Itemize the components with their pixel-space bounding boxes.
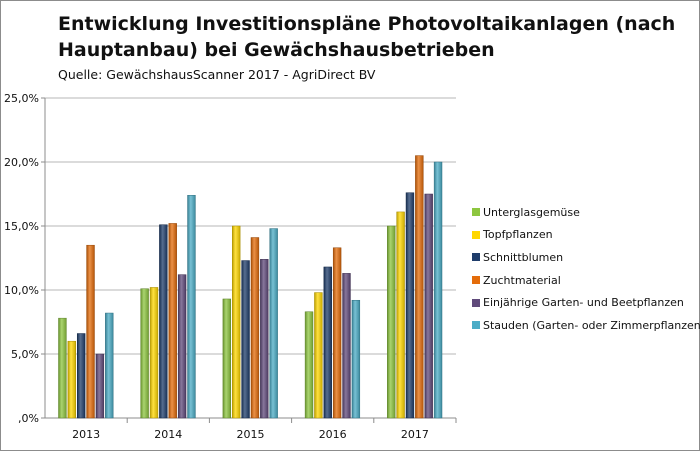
legend-label: Topfpflanzen <box>483 228 553 242</box>
bar <box>314 292 323 419</box>
bar <box>95 353 105 419</box>
chart-title: Entwicklung Investitionspläne Photovolta… <box>58 13 676 61</box>
bar <box>140 288 149 419</box>
bar <box>187 195 196 419</box>
bar <box>424 193 433 419</box>
x-tick-label: 2014 <box>154 428 182 441</box>
legend-label: Einjährige Garten- und Beetpflanzen <box>483 296 684 310</box>
legend-item: Zuchtmaterial <box>472 269 697 292</box>
bar <box>76 333 86 419</box>
y-tick-label: ,0% <box>18 412 39 425</box>
legend-item: Einjährige Garten- und Beetpflanzen <box>472 291 697 314</box>
y-tick-label: 10,0% <box>4 284 39 297</box>
bar <box>177 274 187 419</box>
chart-legend: Unterglasgemüse Topfpflanzen Schnittblumen… <box>472 201 700 337</box>
bar <box>433 161 443 419</box>
legend-item: Unterglasgemüse <box>472 201 697 224</box>
bar <box>241 260 250 419</box>
bar <box>396 211 405 419</box>
bar <box>387 225 396 419</box>
bar <box>405 192 415 419</box>
x-axis: 2013 2014 2015 2016 2017 <box>45 417 457 441</box>
bar <box>304 311 314 419</box>
legend-label: Stauden (Garten- oder Zimmerpflanzen) <box>483 318 700 332</box>
bar <box>332 247 342 419</box>
y-axis: ,0% 5,0% 10,0% 15,0% 20,0% 25,0% <box>4 92 46 425</box>
legend-label: Zuchtmaterial <box>483 273 561 287</box>
bar <box>168 223 177 419</box>
y-tick-label: 5,0% <box>11 348 39 361</box>
bar <box>105 312 114 419</box>
legend-swatch <box>472 230 480 239</box>
bar <box>323 266 332 419</box>
legend-swatch <box>472 253 480 262</box>
x-tick-label: 2016 <box>319 428 347 441</box>
legend-swatch <box>472 321 480 330</box>
legend-label: Schnittblumen <box>483 250 564 264</box>
bar <box>415 155 424 419</box>
legend-swatch <box>472 208 480 217</box>
bar <box>222 298 232 419</box>
y-tick-label: 25,0% <box>4 92 39 105</box>
legend-item: Stauden (Garten- oder Zimmerpflanzen) <box>472 314 700 337</box>
legend-label: Unterglasgemüse <box>483 205 580 219</box>
bar <box>250 237 260 419</box>
bar <box>149 287 159 419</box>
bar <box>58 317 67 419</box>
bar <box>86 244 95 419</box>
bar <box>351 299 361 419</box>
bar <box>342 273 351 419</box>
bar <box>159 224 168 419</box>
bar <box>232 225 241 419</box>
legend-swatch <box>472 276 480 285</box>
bar <box>260 259 269 419</box>
chart-subtitle: Quelle: GewächshausScanner 2017 - AgriDi… <box>58 67 376 82</box>
y-tick-label: 15,0% <box>4 220 39 233</box>
bar <box>67 340 76 419</box>
x-tick-label: 2013 <box>72 428 100 441</box>
legend-item: Schnittblumen <box>472 246 697 269</box>
x-tick-label: 2015 <box>237 428 265 441</box>
x-tick-label: 2017 <box>401 428 429 441</box>
bars <box>58 155 443 419</box>
bar <box>269 228 278 419</box>
legend-item: Topfpflanzen <box>472 224 697 247</box>
legend-swatch <box>472 298 480 307</box>
y-tick-label: 20,0% <box>4 156 39 169</box>
